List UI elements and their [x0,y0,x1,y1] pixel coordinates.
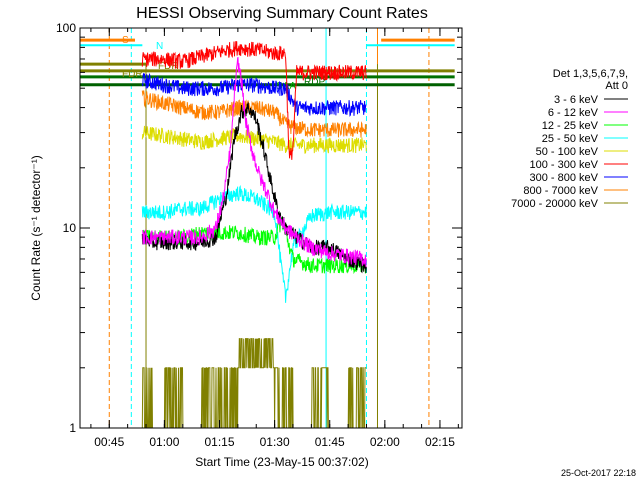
flag-label-5: RDP [304,77,325,88]
legend-entry-6: 300 - 800 keV [530,172,599,184]
y-axis: 1 10 100 [56,21,462,435]
x-tick-label-5: 02:00 [370,435,400,449]
y-tick-label-1: 10 [63,221,77,235]
legend-entry-5: 100 - 300 keV [530,159,599,171]
legend-entry-2: 12 - 25 keV [542,120,599,132]
legend-entry-4: 50 - 100 keV [536,146,599,158]
series-line-5 [141,41,367,160]
series-layer [141,41,367,429]
x-tick-label-6: 02:15 [425,435,455,449]
x-axis-label: Start Time (23-May-15 00:37:02) [195,455,368,469]
series-line-1 [141,56,367,267]
flag-label-1: N [156,41,163,52]
x-tick-label-2: 01:15 [204,435,234,449]
legend-entry-8: 7000 - 20000 keV [511,198,599,210]
flag-label-2: FDR [122,69,143,80]
flag-label-3: FDR [158,61,179,72]
legend-title-1: Att 0 [605,80,628,92]
legend-entry-1: 6 - 12 keV [548,107,599,119]
series-line-7 [141,90,367,138]
y-tick-label-2: 100 [56,21,76,35]
series-line-6 [141,72,367,117]
legend-entry-0: 3 - 6 keV [554,94,599,106]
series-line-4 [141,125,367,154]
footer-timestamp: 25-Oct-2017 22:18 [561,468,636,478]
chart-title: HESSI Observing Summary Count Rates [136,5,428,22]
legend-entry-7: 800 - 7000 keV [523,185,598,197]
y-tick-label-0: 1 [69,421,76,435]
x-tick-label-3: 01:30 [260,435,290,449]
legend-entry-3: 25 - 50 keV [542,133,599,145]
series-line-8 [141,338,367,429]
x-tick-label-1: 01:00 [149,435,179,449]
series-line-3 [141,185,367,303]
x-tick-label-4: 01:45 [315,435,345,449]
flag-label-0: S [122,35,129,46]
x-tick-label-0: 00:45 [94,435,124,449]
legend-title-0: Det 1,3,5,6,7,9, [553,68,628,80]
y-axis-label: Count Rate (s⁻¹ detector⁻¹) [29,155,43,300]
x-axis: 00:45 01:00 01:15 01:30 01:45 02:00 02:15 [90,28,459,449]
